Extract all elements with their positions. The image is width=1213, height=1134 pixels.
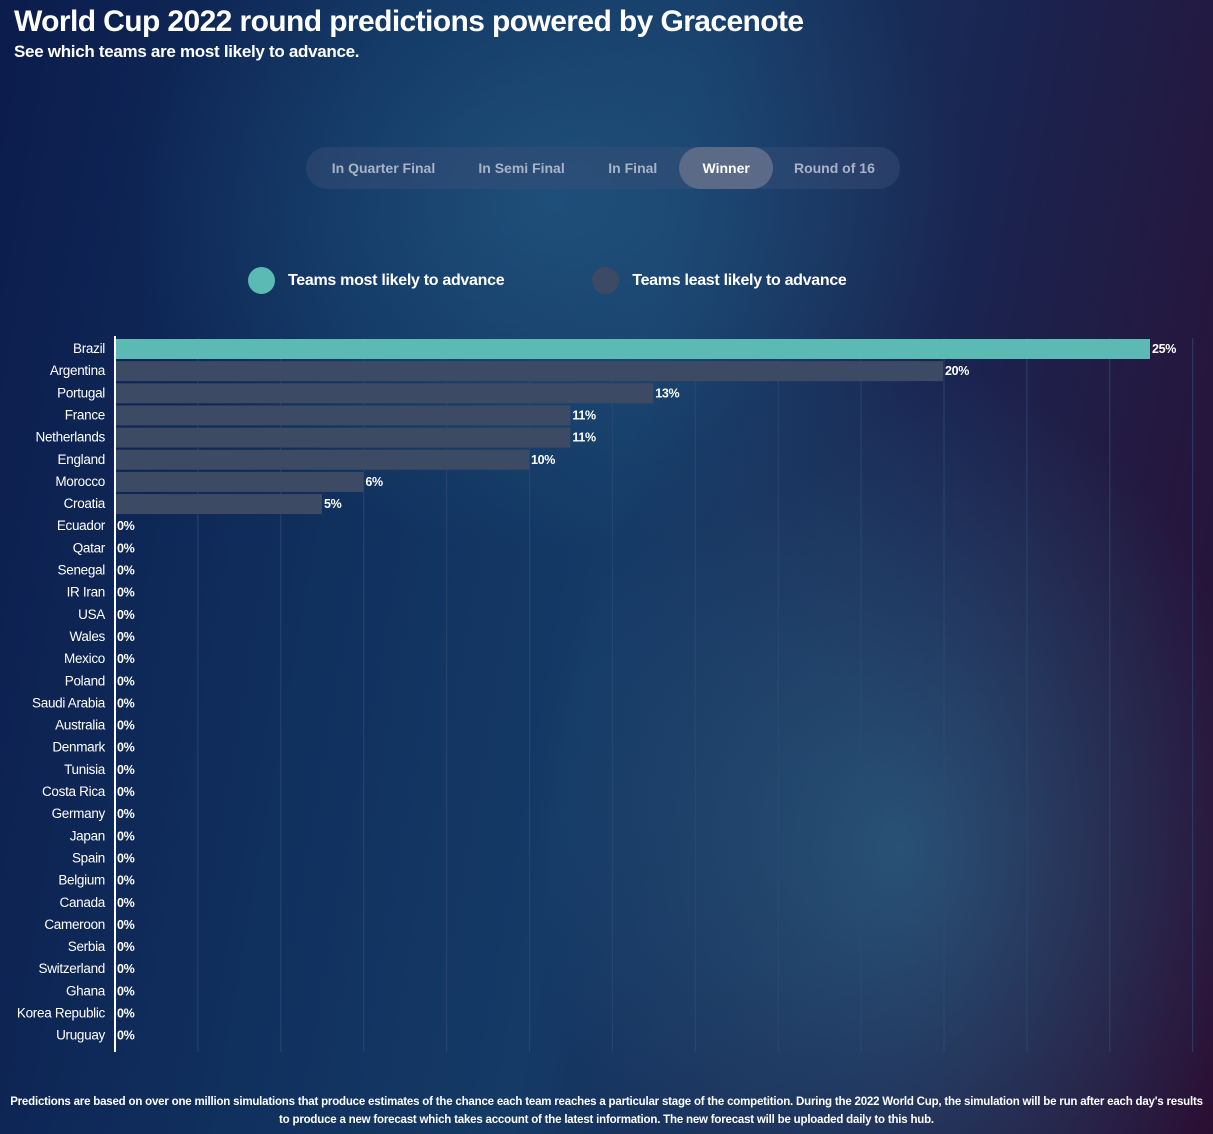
category-label: Croatia (64, 496, 106, 511)
legend-most-likely-swatch (248, 267, 275, 294)
category-label: Korea Republic (17, 1006, 106, 1021)
data-label: 0% (117, 674, 135, 688)
category-label: Denmark (52, 740, 105, 755)
category-label: USA (78, 607, 105, 622)
category-label: Qatar (73, 540, 106, 555)
data-label: 20% (945, 364, 969, 378)
category-label: Spain (72, 850, 105, 865)
header: World Cup 2022 round predictions powered… (14, 4, 804, 62)
tab-round-of-16[interactable]: Round of 16 (793, 160, 875, 176)
data-label: 10% (531, 453, 555, 467)
category-label: Netherlands (36, 430, 106, 445)
chart-legend: Teams most likely to advance Teams least… (248, 267, 847, 294)
data-label: 0% (117, 763, 135, 777)
bar (115, 361, 943, 382)
data-label: 0% (117, 918, 135, 932)
tab-semi-final[interactable]: In Semi Final (478, 160, 565, 176)
category-label: France (65, 407, 105, 422)
data-label: 13% (655, 386, 679, 400)
tab-winner[interactable]: Winner (679, 147, 773, 189)
data-label: 0% (117, 984, 135, 998)
round-tabs: In Quarter Final In Semi Final In Final … (306, 147, 900, 189)
category-label: Switzerland (39, 961, 105, 976)
data-label: 25% (1152, 342, 1176, 356)
category-label: Serbia (68, 939, 106, 954)
data-label: 0% (117, 630, 135, 644)
data-label: 0% (117, 829, 135, 843)
category-label: Cameroon (44, 917, 105, 932)
data-label: 0% (117, 785, 135, 799)
bar (115, 383, 654, 404)
data-label: 0% (117, 741, 135, 755)
bar (115, 405, 571, 426)
data-label: 6% (365, 475, 383, 489)
category-label: Portugal (57, 385, 105, 400)
page-title: World Cup 2022 round predictions powered… (14, 5, 804, 38)
bar (115, 449, 529, 470)
data-label: 0% (117, 807, 135, 821)
data-label: 0% (117, 1007, 135, 1021)
category-label: Poland (65, 673, 105, 688)
category-label: Brazil (73, 341, 105, 356)
data-label: 0% (117, 851, 135, 865)
category-label: Australia (55, 718, 106, 733)
data-label: 0% (117, 608, 135, 622)
data-label: 11% (572, 408, 596, 422)
category-label: Saudi Arabia (32, 695, 106, 710)
data-label: 0% (117, 1029, 135, 1043)
category-label: Uruguay (56, 1028, 105, 1043)
category-label: Costa Rica (42, 784, 106, 799)
footnote: Predictions are based on over one millio… (10, 1096, 1203, 1126)
data-label: 0% (117, 696, 135, 710)
bar (115, 427, 571, 448)
bar (115, 339, 1150, 359)
data-label: 0% (117, 874, 135, 888)
category-label: IR Iran (67, 585, 105, 600)
category-label: Belgium (58, 873, 105, 888)
category-label: Ghana (66, 983, 106, 998)
data-label: 0% (117, 586, 135, 600)
category-label: Ecuador (57, 518, 106, 533)
data-label: 0% (117, 962, 135, 976)
legend-least-likely-label: Teams least likely to advance (632, 271, 847, 289)
page-subtitle: See which teams are most likely to advan… (14, 42, 360, 61)
data-label: 0% (117, 564, 135, 578)
data-label: 0% (117, 719, 135, 733)
legend-most-likely-label: Teams most likely to advance (288, 271, 505, 289)
category-label: Tunisia (64, 762, 106, 777)
category-label: Morocco (55, 474, 105, 489)
legend-least-likely: Teams least likely to advance (592, 267, 847, 294)
bar (115, 471, 364, 492)
legend-least-likely-swatch (592, 267, 620, 294)
data-label: 0% (117, 652, 135, 666)
bar (115, 494, 322, 515)
category-label: Wales (69, 629, 105, 644)
data-label: 0% (117, 519, 135, 533)
category-label: Argentina (50, 363, 106, 378)
category-label: Senegal (58, 563, 106, 578)
data-label: 0% (117, 940, 135, 954)
tab-final[interactable]: In Final (608, 160, 658, 176)
data-label: 0% (117, 896, 135, 910)
category-label: Germany (52, 806, 106, 821)
data-label: 5% (324, 497, 342, 511)
category-label: Mexico (64, 651, 105, 666)
tab-quarter-final[interactable]: In Quarter Final (331, 160, 436, 176)
category-label: Canada (60, 895, 106, 910)
legend-most-likely: Teams most likely to advance (248, 267, 505, 294)
data-label: 11% (572, 431, 596, 445)
data-label: 0% (117, 541, 135, 555)
category-label: Japan (70, 828, 105, 843)
category-label: England (58, 452, 105, 467)
